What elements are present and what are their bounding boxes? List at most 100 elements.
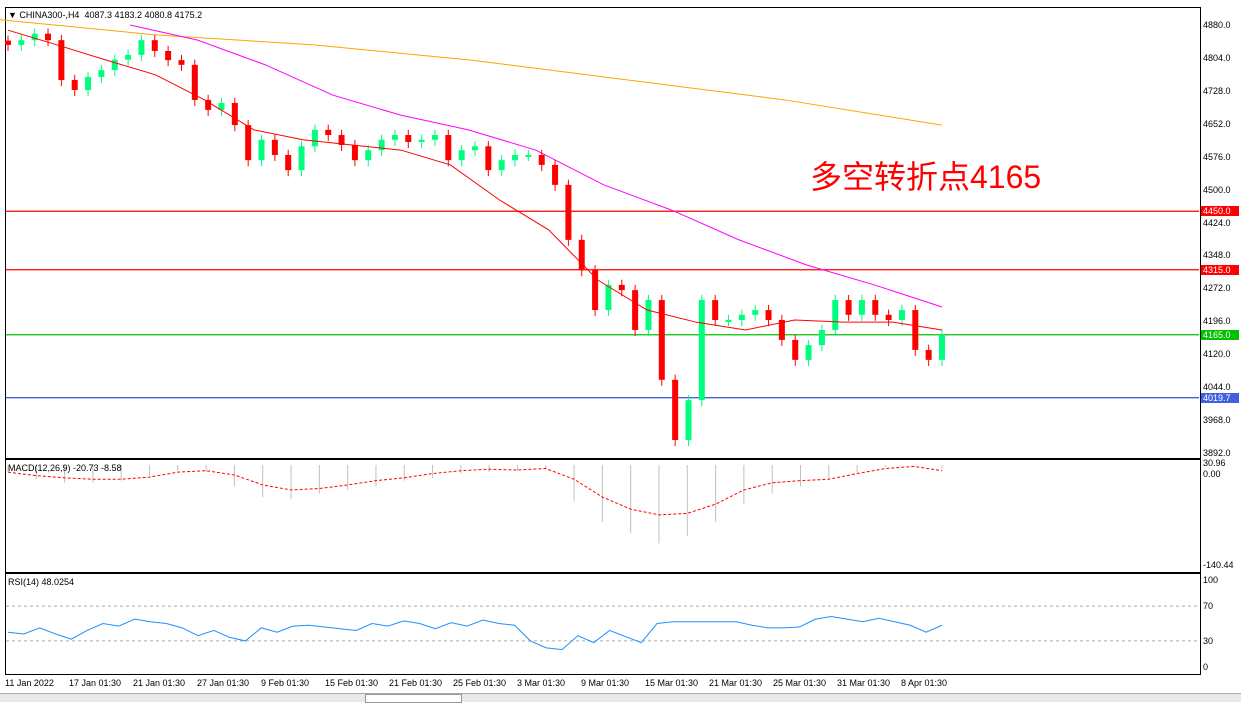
level-price-tag: 4165.0	[1201, 329, 1239, 340]
time-axis-label: 25 Feb 01:30	[453, 678, 507, 688]
rsi-label: RSI(14) 48.0254	[8, 577, 75, 587]
candle-body	[5, 40, 11, 45]
level-price-tag: 4019.7	[1201, 392, 1239, 403]
candle-body	[218, 102, 225, 110]
price-axis-label: 4272.0	[1203, 283, 1231, 294]
candle-body	[111, 59, 118, 71]
candle-body	[205, 99, 212, 110]
macd-label: MACD(12,26,9) -20.73 -8.58	[8, 463, 122, 473]
candle-body	[939, 334, 945, 360]
price-axis-label: 4576.0	[1203, 151, 1231, 162]
candle-body	[765, 310, 772, 321]
price-axis-label: 3892.0	[1203, 448, 1231, 458]
candle-body	[165, 50, 172, 61]
candle-body	[18, 40, 25, 45]
candle-body	[885, 314, 892, 321]
candle-body	[632, 290, 639, 330]
candle-body	[258, 139, 265, 161]
candle-body	[311, 129, 318, 147]
candle-body	[138, 40, 145, 55]
candle-body	[818, 329, 825, 346]
time-axis-label: 11 Jan 2022	[5, 678, 54, 688]
price-axis-label: 4728.0	[1203, 85, 1231, 96]
candle-body	[405, 135, 412, 142]
rsi-axis-label: 30	[1203, 635, 1214, 646]
price-axis-label: 4804.0	[1203, 52, 1231, 63]
candle-body	[431, 135, 438, 140]
level-price-tag: 4450.0	[1201, 206, 1239, 217]
candle-body	[645, 300, 652, 330]
candle-body	[231, 102, 238, 126]
rsi-pane[interactable]	[5, 573, 1201, 675]
candle-body	[658, 300, 665, 380]
time-axis-label: 15 Feb 01:30	[325, 678, 379, 688]
macd-axis-label: -140.44	[1203, 560, 1234, 570]
time-axis-label: 21 Jan 01:30	[133, 678, 186, 688]
annotation-text: 多空转折点4165	[810, 159, 1042, 195]
price-axis-label: 4120.0	[1203, 349, 1231, 360]
chart-tab-active[interactable]	[365, 694, 462, 703]
chart-tabs-bar	[0, 693, 1241, 702]
candle-body	[378, 139, 385, 151]
time-axis-label: 9 Mar 01:30	[581, 678, 630, 688]
candle-body	[338, 135, 345, 145]
price-axis-label: 4348.0	[1203, 250, 1231, 261]
candle-body	[365, 150, 372, 161]
candle-body	[698, 300, 705, 401]
price-axis-label: 4500.0	[1203, 184, 1231, 195]
price-axis-label: 3968.0	[1203, 415, 1231, 426]
time-axis-label: 15 Mar 01:30	[645, 678, 699, 688]
candle-body	[58, 40, 65, 81]
candle-body	[178, 60, 185, 65]
candle-body	[792, 339, 799, 360]
candle-body	[472, 146, 478, 151]
candle-body	[351, 144, 358, 161]
time-axis-label: 9 Feb 01:30	[261, 678, 310, 688]
candle-body	[845, 300, 852, 315]
ma-slow-line	[0, 19, 943, 126]
level-price-tag: 4315.0	[1201, 264, 1239, 275]
candle-body	[445, 135, 452, 161]
price-chart-pane[interactable]	[5, 7, 1201, 459]
candle-body	[832, 300, 839, 330]
macd-signal-line	[7, 465, 943, 516]
candle-body	[125, 54, 132, 60]
macd-axis-label: 0.00	[1203, 469, 1221, 479]
candle-body	[858, 300, 865, 315]
rsi-axis-label: 70	[1203, 601, 1214, 612]
candle-body	[592, 270, 599, 311]
price-axis-label: 4196.0	[1203, 316, 1231, 327]
rsi-axis-label: 0	[1203, 662, 1209, 672]
candle-body	[752, 310, 759, 315]
candle-body	[298, 146, 305, 171]
candle-body	[325, 129, 332, 136]
macd-pane[interactable]	[5, 459, 1201, 573]
time-axis-label: 27 Jan 01:30	[197, 678, 250, 688]
candle-body	[485, 146, 492, 171]
candle-body	[418, 139, 425, 142]
candle-body	[498, 160, 505, 171]
time-axis-label: 21 Mar 01:30	[709, 678, 763, 688]
candle-body	[245, 125, 252, 161]
candle-body	[605, 284, 612, 311]
candle-body	[912, 310, 919, 350]
ohlc-readout: 4087.3 4183.2 4080.8 4175.2	[84, 10, 203, 20]
candle-body	[738, 314, 745, 321]
candle-body	[85, 76, 92, 90]
price-axis-label: 4044.0	[1203, 382, 1231, 393]
candle-body	[31, 33, 38, 41]
candle-body	[71, 80, 78, 90]
candle-body	[391, 135, 398, 140]
price-axis-label: 4424.0	[1203, 217, 1231, 228]
candle-body	[872, 300, 879, 315]
candle-body	[512, 154, 519, 161]
candle-body	[271, 139, 278, 155]
time-axis-label: 17 Jan 01:30	[69, 678, 122, 688]
candle-body	[925, 349, 932, 360]
candle-body	[458, 150, 465, 161]
candle-body	[151, 40, 158, 51]
time-axis-label: 3 Mar 01:30	[517, 678, 566, 688]
chart-header: ▼ CHINA300-,H4 4087.3 4183.2 4080.8 4175…	[8, 10, 203, 20]
price-axis-label: 4652.0	[1203, 118, 1231, 129]
